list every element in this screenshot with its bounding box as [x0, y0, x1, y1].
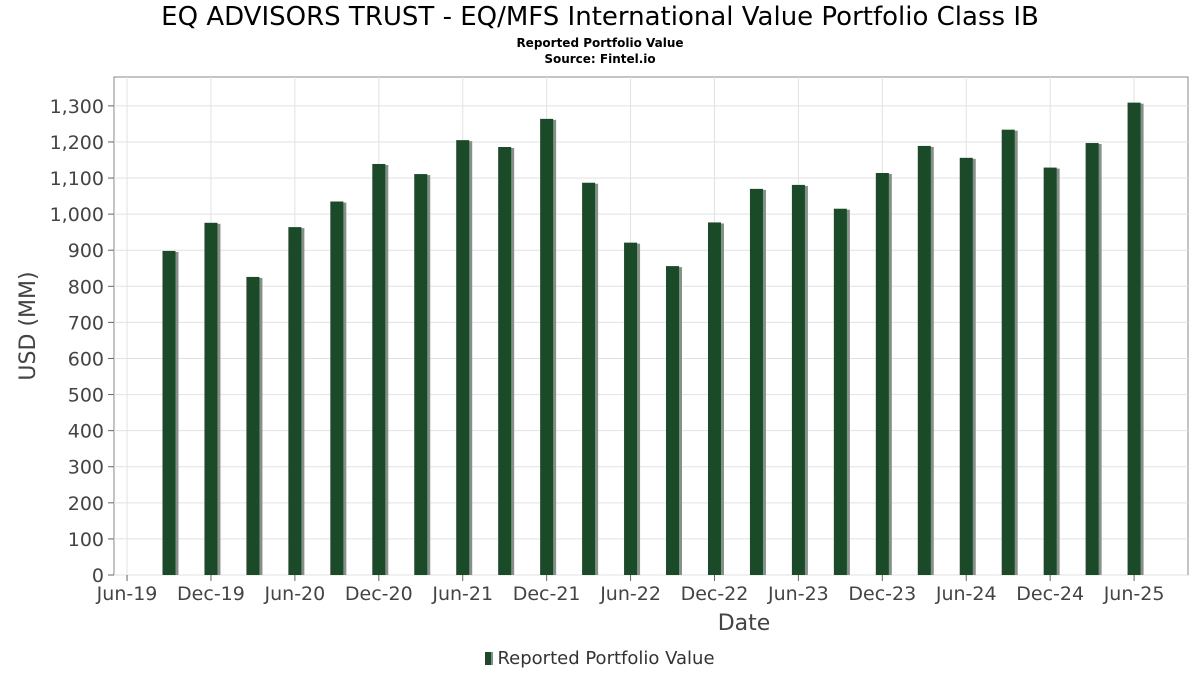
bar [204, 222, 218, 575]
x-tick-label: Jun-22 [599, 583, 661, 605]
x-axis-label: Date [718, 611, 771, 636]
x-tick-label: Jun-20 [264, 583, 326, 605]
x-tick-label: Jun-21 [431, 583, 493, 605]
x-tick-label: Jun-19 [96, 583, 158, 605]
y-tick-label: 400 [68, 421, 104, 443]
bar [540, 118, 554, 575]
x-tick-label: Dec-22 [681, 583, 749, 605]
bar [1085, 143, 1099, 575]
bar [1001, 129, 1015, 575]
bar [875, 172, 889, 575]
y-tick-label: 500 [68, 385, 104, 407]
chart-title: EQ ADVISORS TRUST - EQ/MFS International… [161, 2, 1039, 32]
x-tick-label: Dec-24 [1016, 583, 1084, 605]
bar [162, 250, 176, 575]
x-tick-label: Dec-20 [345, 583, 413, 605]
legend: Reported Portfolio Value [0, 648, 1200, 669]
bar [498, 147, 512, 575]
x-tick-label: Jun-23 [767, 583, 829, 605]
bar [791, 184, 805, 575]
bar [582, 182, 596, 575]
bar [330, 201, 344, 575]
legend-label: Reported Portfolio Value [497, 648, 715, 669]
bar [1127, 102, 1141, 576]
plot-area [113, 76, 1189, 576]
bar [833, 208, 847, 575]
y-tick-label: 700 [68, 312, 104, 334]
x-tick-label: Dec-21 [513, 583, 581, 605]
bar-chart: 0 100 200 300 400 500 600 700 800 900 1,000 1,100 1,… [16, 76, 1189, 636]
bar [707, 222, 721, 576]
x-tick-label: Jun-24 [935, 583, 997, 605]
chart-source: Source: Fintel.io [544, 52, 656, 66]
x-tick-label: Jun-25 [1103, 583, 1165, 605]
bar [624, 242, 638, 575]
chart-subtitle: Reported Portfolio Value [516, 36, 684, 50]
y-tick-label: 1,100 [50, 168, 104, 190]
y-tick-label: 1,200 [50, 132, 104, 154]
x-tick-label: Dec-19 [177, 583, 245, 605]
y-tick-label: 600 [68, 348, 104, 370]
bar [959, 157, 973, 575]
y-tick-label: 900 [68, 240, 104, 262]
y-axis-label: USD (MM) [16, 271, 41, 380]
y-tick-label: 1,300 [50, 96, 104, 118]
x-tick-label: Dec-23 [848, 583, 916, 605]
y-tick-label: 200 [68, 493, 104, 515]
bar [246, 276, 260, 575]
bar [749, 188, 763, 575]
y-tick-label: 0 [92, 565, 104, 587]
bar [288, 227, 302, 575]
y-tick-label: 1,000 [50, 204, 104, 226]
bar [1043, 167, 1057, 576]
y-tick-label: 300 [68, 457, 104, 479]
y-tick-label: 800 [68, 276, 104, 298]
bar [917, 145, 931, 575]
bar [372, 163, 386, 576]
bar [414, 174, 428, 575]
y-tick-label: 100 [68, 529, 104, 551]
legend-swatch-icon [485, 652, 494, 665]
bar [456, 140, 470, 576]
bar [666, 266, 680, 575]
